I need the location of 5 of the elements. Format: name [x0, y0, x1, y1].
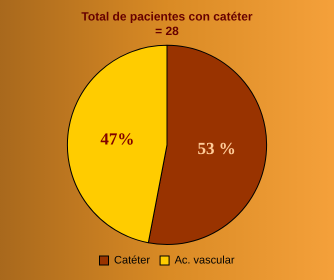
chart-title: Total de pacientes con catéter = 28	[81, 10, 253, 38]
legend-label: Ac. vascular	[174, 254, 235, 267]
legend-label: Catéter	[114, 254, 150, 267]
data-label: 47%	[100, 130, 134, 149]
data-label: 53 %	[197, 138, 236, 158]
